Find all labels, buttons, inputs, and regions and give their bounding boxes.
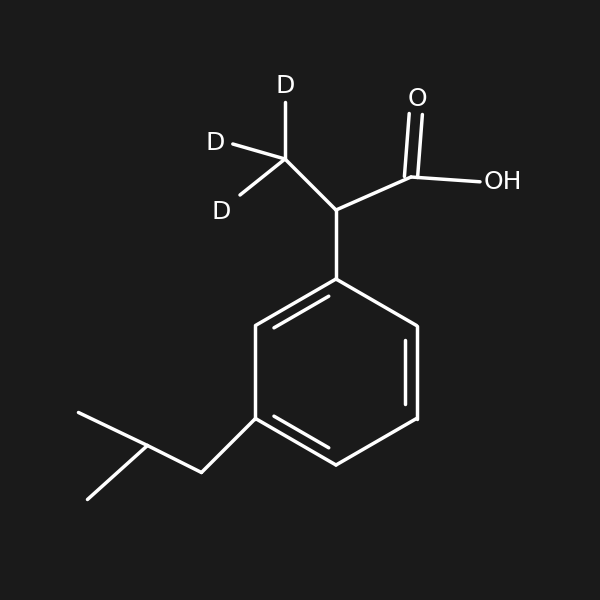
Text: OH: OH: [484, 170, 522, 194]
Text: O: O: [407, 87, 427, 111]
Text: D: D: [211, 200, 230, 224]
Text: D: D: [275, 74, 295, 98]
Text: D: D: [205, 131, 224, 155]
